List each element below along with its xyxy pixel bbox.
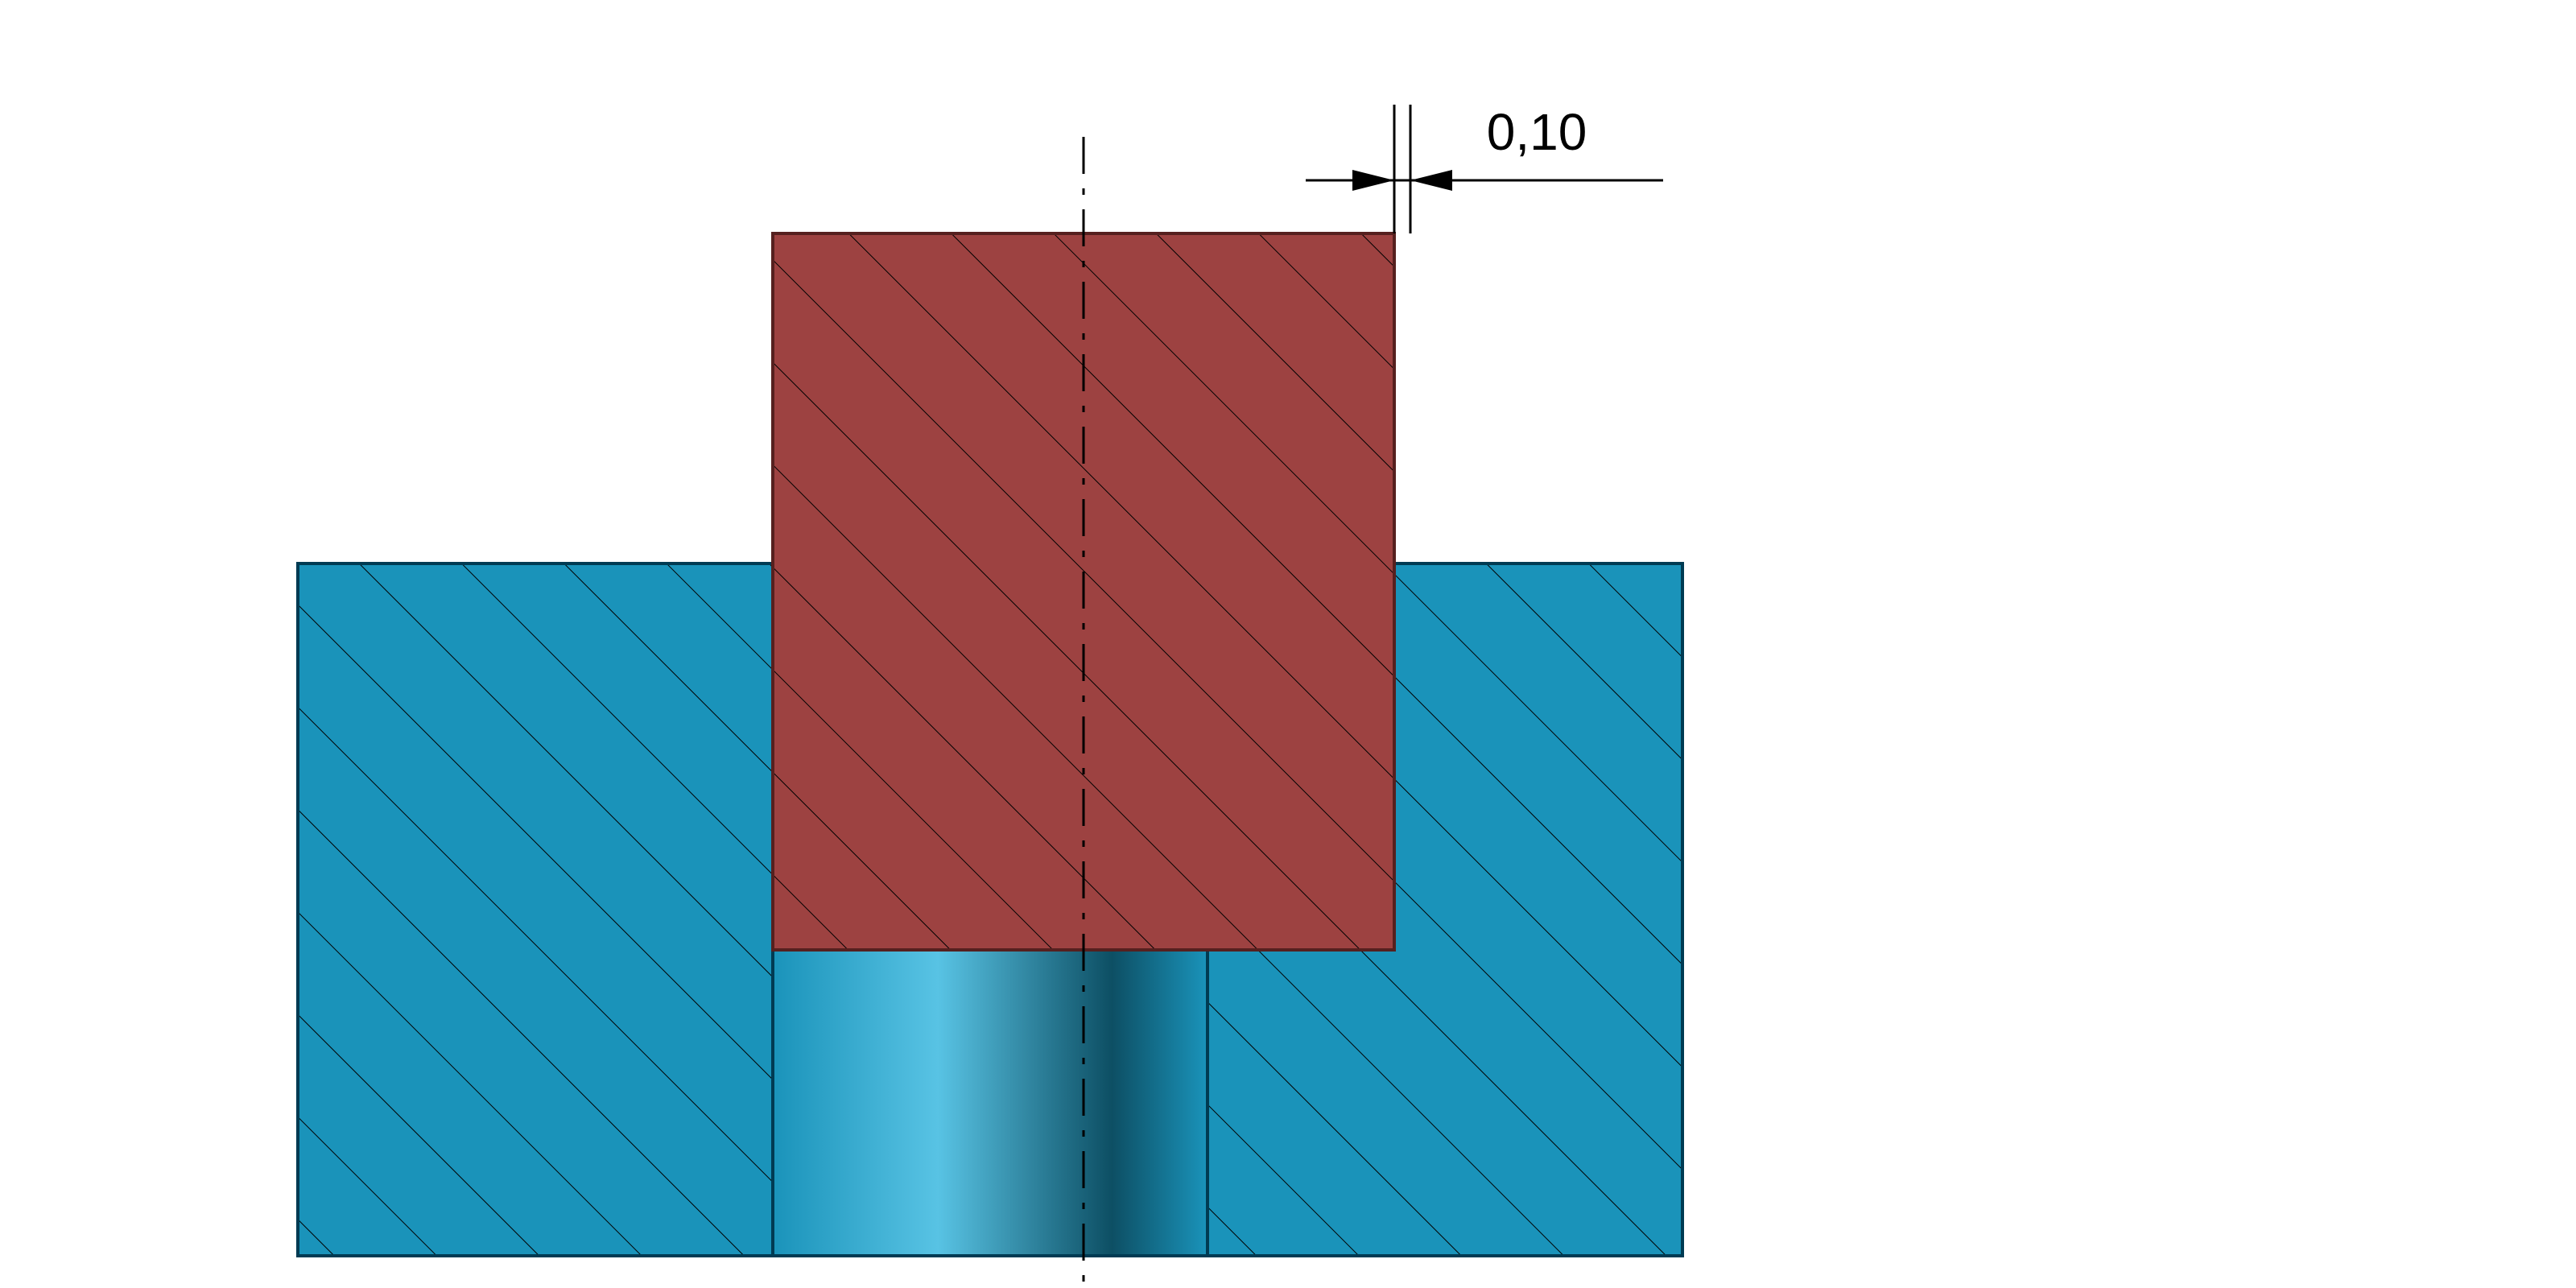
dimension-value: 0,10 bbox=[1487, 103, 1587, 161]
bore-surface bbox=[773, 950, 1208, 1256]
dimension-gap: 0,10 bbox=[1306, 103, 1663, 233]
outer-section-left bbox=[298, 564, 773, 1256]
